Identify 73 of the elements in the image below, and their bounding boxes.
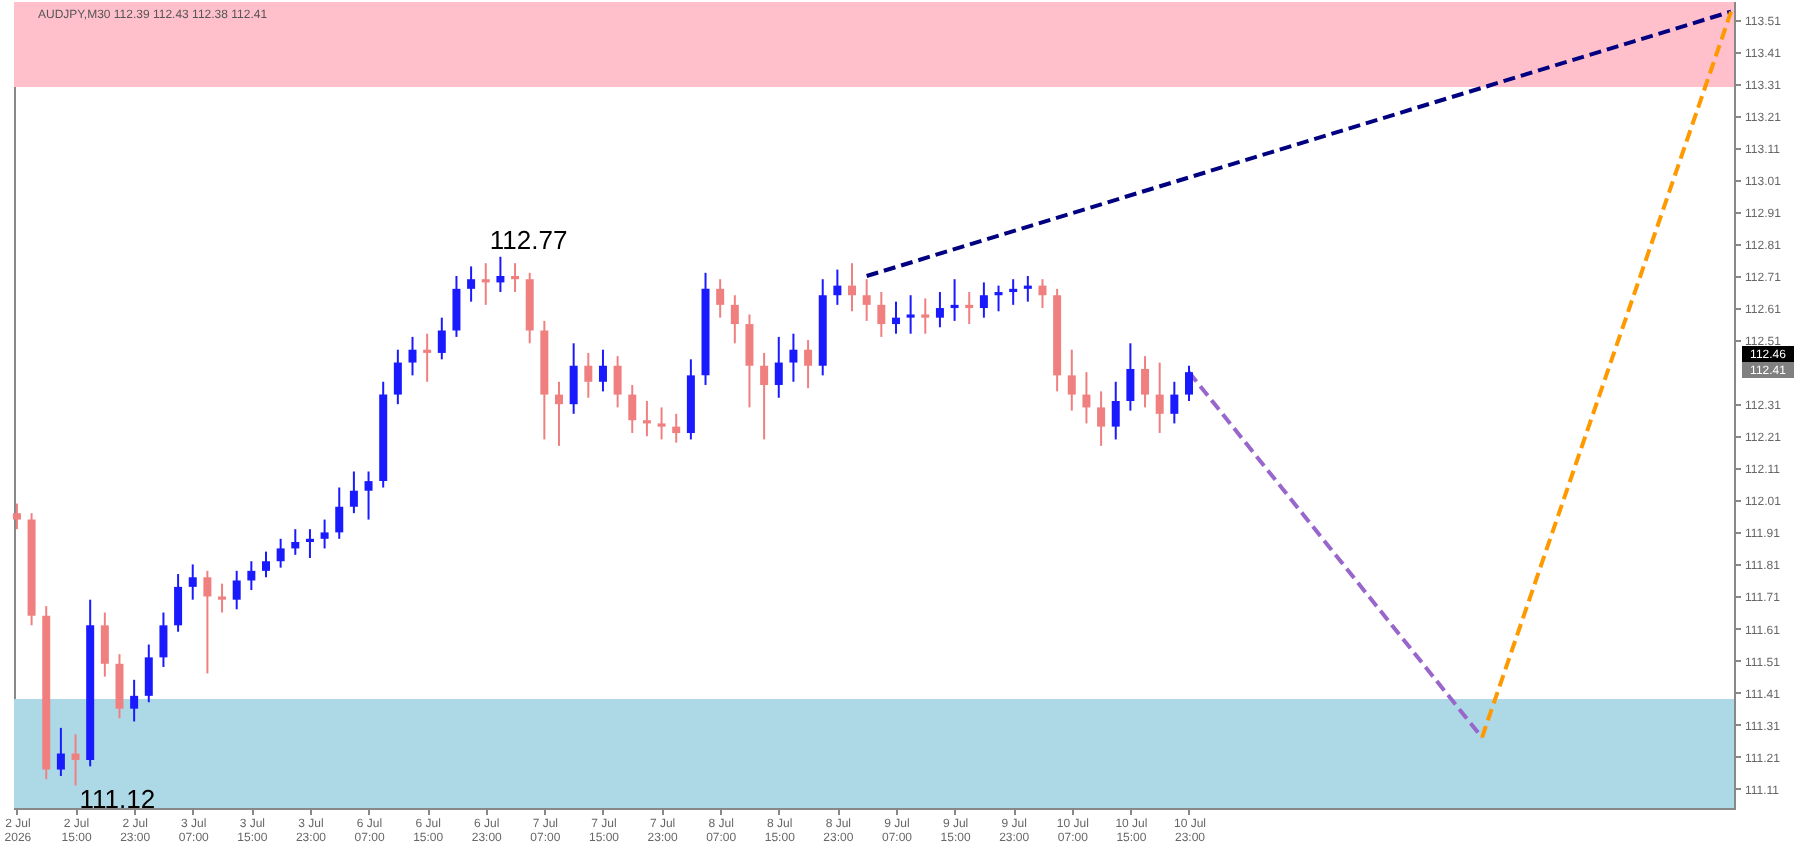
candlestick — [188, 563, 197, 601]
candlestick — [1155, 361, 1164, 435]
candlestick — [481, 262, 490, 306]
candlestick — [1067, 348, 1076, 412]
candlestick — [364, 470, 373, 521]
candlestick — [276, 537, 285, 569]
candlestick — [1082, 371, 1091, 425]
candlestick — [496, 255, 505, 294]
candlestick — [657, 406, 666, 441]
candlestick — [1141, 355, 1150, 409]
candlestick — [1009, 278, 1018, 306]
candlestick — [906, 294, 915, 335]
candlestick — [848, 262, 857, 313]
candlestick — [130, 678, 139, 723]
candlestick — [393, 348, 402, 406]
candlestick — [584, 351, 593, 399]
candlestick — [247, 560, 256, 592]
annotation: 111.12 — [79, 783, 156, 814]
candlestick — [804, 339, 813, 390]
candlestick — [642, 399, 651, 438]
candlestick — [349, 470, 358, 515]
candlestick — [159, 611, 168, 668]
candlestick — [467, 265, 476, 303]
candlestick — [1038, 278, 1047, 310]
candlestick — [994, 284, 1003, 313]
candlestick — [261, 550, 270, 579]
candlestick — [1126, 342, 1135, 412]
candlestick — [100, 611, 109, 678]
candlestick — [511, 262, 520, 294]
candlestick — [979, 281, 988, 319]
candlestick — [555, 380, 564, 447]
candlestick — [774, 335, 783, 399]
candlestick — [218, 582, 227, 614]
candlestick — [232, 569, 241, 611]
candlestick — [877, 291, 886, 338]
candlestick — [408, 335, 417, 377]
candlestick — [628, 383, 637, 435]
candlestick — [716, 278, 725, 319]
candlestick — [965, 291, 974, 326]
candlestick — [452, 275, 461, 338]
candlestick — [891, 300, 900, 335]
candlestick — [672, 412, 681, 444]
annotation: 112.77 — [489, 224, 568, 255]
candlestick — [1170, 380, 1179, 425]
candlestick — [203, 569, 212, 675]
candlestick — [437, 316, 446, 361]
candlestick — [760, 351, 769, 441]
candlestick — [569, 342, 578, 415]
candlestick — [174, 573, 183, 633]
candlestick — [921, 297, 930, 335]
candlestick — [613, 355, 622, 409]
candlestick — [1023, 275, 1032, 303]
candlestick — [335, 486, 344, 540]
candlestick — [833, 268, 842, 306]
candlestick — [789, 332, 798, 383]
candlestick — [730, 294, 739, 345]
candlestick — [320, 518, 329, 550]
candlestick — [1111, 380, 1120, 441]
candlestick — [144, 643, 153, 704]
candlestick — [598, 348, 607, 393]
candlestick — [745, 313, 754, 409]
candlestick — [423, 332, 432, 383]
candlestick — [862, 278, 871, 322]
candlestick — [935, 291, 944, 329]
candlestick — [950, 278, 959, 322]
candlestick — [1097, 390, 1106, 447]
candlestick — [71, 733, 80, 787]
candlestick — [12, 502, 21, 531]
candlestick — [115, 653, 124, 720]
candlestick — [305, 528, 314, 560]
candlestick — [1184, 364, 1193, 402]
candlestick — [56, 726, 65, 777]
candlestick — [291, 528, 300, 556]
